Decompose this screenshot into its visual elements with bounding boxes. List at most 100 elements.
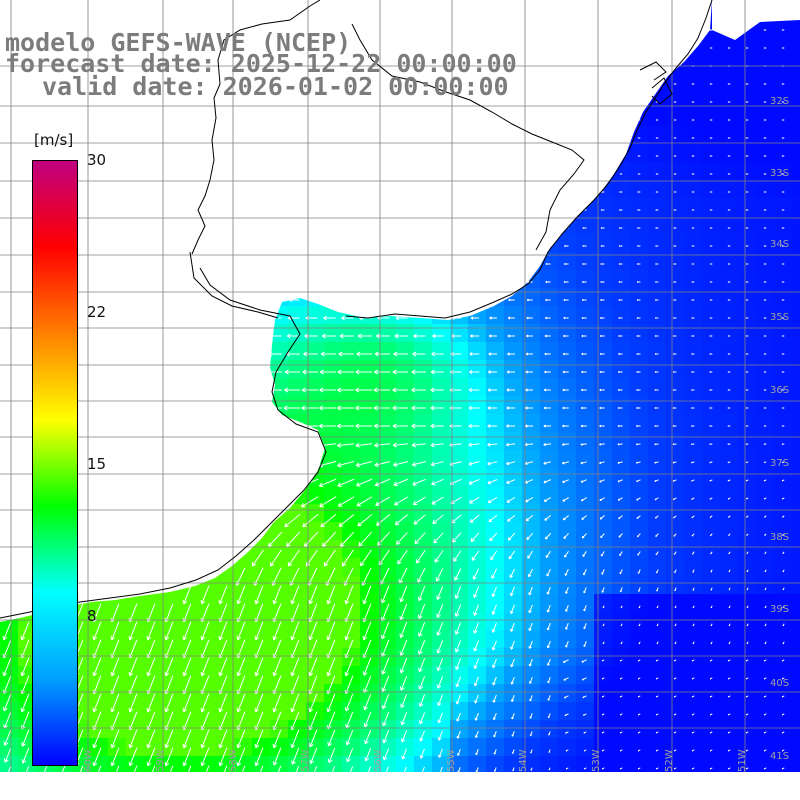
- wind-cell: [486, 414, 505, 433]
- wind-cell: [198, 702, 217, 721]
- wind-cell: [576, 432, 595, 451]
- wind-cell: [252, 540, 271, 559]
- wind-cell: [432, 378, 451, 397]
- wind-cell: [702, 486, 721, 505]
- wind-cell: [360, 414, 379, 433]
- wind-arrow: [727, 191, 731, 193]
- wind-arrow: [489, 316, 497, 320]
- longitude-label: 59W: [155, 749, 166, 772]
- wind-cell: [504, 450, 523, 469]
- wind-cell: [270, 720, 289, 739]
- wind-cell: [774, 414, 793, 433]
- wind-arrow: [272, 729, 282, 749]
- wind-cell: [504, 648, 523, 667]
- wind-cell: [792, 288, 800, 307]
- wind-cell: [558, 252, 577, 271]
- wind-arrow: [763, 335, 767, 337]
- wind-arrow: [764, 569, 767, 573]
- wind-arrow: [709, 713, 713, 716]
- wind-cell: [684, 144, 703, 163]
- wind-cell: [522, 576, 541, 595]
- wind-cell: [234, 666, 253, 685]
- wind-cell: [378, 540, 397, 559]
- wind-arrow: [562, 497, 570, 502]
- wind-arrow: [763, 461, 767, 464]
- wind-arrow: [617, 406, 623, 410]
- wind-cell: [0, 702, 19, 721]
- wind-arrow: [637, 767, 641, 770]
- wind-arrow: [411, 369, 426, 375]
- wind-cell: [540, 558, 559, 577]
- wind-cell: [630, 252, 649, 271]
- wind-arrow: [380, 585, 390, 604]
- wind-cell: [612, 630, 631, 649]
- wind-cell: [648, 396, 667, 415]
- wind-cell: [666, 558, 685, 577]
- wind-cell: [306, 540, 325, 559]
- wind-cell: [522, 414, 541, 433]
- wind-arrow: [709, 83, 713, 85]
- wind-cell: [792, 702, 800, 721]
- wind-arrow: [218, 729, 228, 749]
- wind-arrow: [288, 297, 300, 303]
- wind-arrow: [110, 657, 120, 677]
- wind-arrow: [92, 693, 102, 713]
- wind-cell: [648, 144, 667, 163]
- wind-arrow: [781, 137, 785, 139]
- wind-cell: [486, 576, 505, 595]
- wind-cell: [522, 504, 541, 523]
- wind-arrow: [581, 316, 587, 320]
- wind-arrow: [301, 387, 319, 393]
- wind-arrow: [544, 334, 551, 338]
- wind-arrow: [20, 621, 30, 641]
- wind-cell: [774, 504, 793, 523]
- wind-arrow: [323, 549, 336, 567]
- wind-cell: [468, 720, 487, 739]
- wind-arrow: [709, 425, 713, 427]
- wind-arrow: [745, 191, 749, 193]
- wind-cell: [558, 756, 577, 775]
- wind-cell: [612, 342, 631, 361]
- wind-cell: [126, 756, 145, 775]
- wind-cell: [648, 198, 667, 217]
- wind-arrow: [430, 405, 444, 411]
- wind-cell: [378, 360, 397, 379]
- wind-arrow: [618, 263, 623, 265]
- wind-arrow: [468, 478, 480, 485]
- wind-cell: [720, 648, 739, 667]
- wind-arrow: [637, 137, 641, 139]
- wind-arrow: [492, 676, 497, 686]
- wind-cell: [324, 522, 343, 541]
- wind-arrow: [638, 623, 641, 627]
- wind-cell: [630, 180, 649, 199]
- wind-cell: [558, 684, 577, 703]
- wind-arrow: [491, 658, 497, 669]
- wind-cell: [360, 378, 379, 397]
- wind-cell: [288, 378, 307, 397]
- wind-arrow: [763, 713, 767, 716]
- wind-cell: [378, 756, 397, 775]
- wind-cell: [162, 702, 181, 721]
- wind-arrow: [727, 263, 731, 265]
- wind-arrow: [599, 461, 605, 465]
- wind-cell: [684, 342, 703, 361]
- wind-cell: [594, 738, 613, 757]
- wind-cell: [792, 666, 800, 685]
- wind-arrow: [355, 369, 373, 375]
- wind-cell: [612, 414, 631, 433]
- wind-cell: [540, 414, 559, 433]
- wind-arrow: [673, 677, 677, 680]
- wind-arrow: [746, 551, 749, 555]
- wind-arrow: [524, 479, 534, 484]
- wind-arrow: [326, 657, 336, 677]
- wind-cell: [198, 666, 217, 685]
- wind-cell: [360, 684, 379, 703]
- wind-cell: [756, 162, 775, 181]
- wind-cell: [144, 612, 163, 631]
- wind-arrow: [619, 731, 623, 734]
- wind-arrow: [692, 605, 695, 609]
- wind-cell: [702, 126, 721, 145]
- wind-arrow: [691, 317, 695, 319]
- wind-cell: [756, 522, 775, 541]
- wind-arrow: [745, 461, 749, 464]
